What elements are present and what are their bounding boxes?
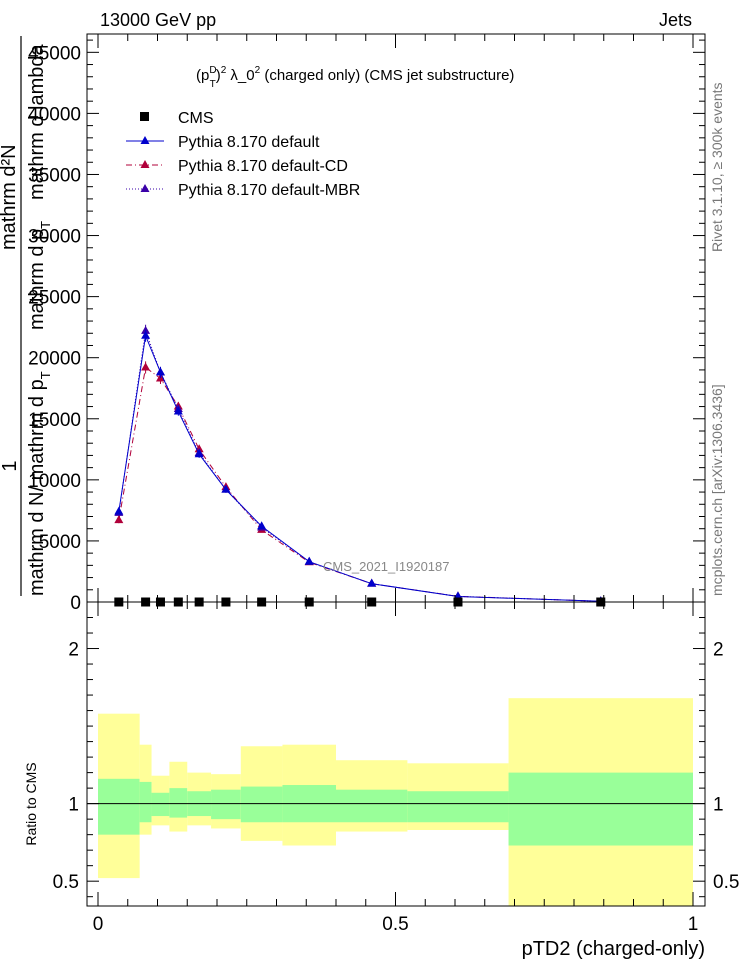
legend-marker-cd — [140, 160, 150, 168]
header-jets: Jets — [659, 10, 692, 30]
legend-label-mbr: Pythia 8.170 default-MBR — [178, 182, 360, 199]
y-tick-label: 35000 — [28, 165, 81, 186]
y-label-denominator: mathrm d N/ mathrm d pT — [26, 371, 53, 596]
legend-marker-default — [140, 136, 150, 144]
series-marker — [221, 484, 231, 493]
y-label-numerator: mathrm d²N — [0, 144, 20, 250]
series-line-3 — [118, 330, 601, 602]
series-marker — [155, 367, 165, 376]
legend-label-default: Pythia 8.170 default — [178, 134, 320, 151]
legend-marker-mbr — [140, 184, 150, 192]
y-label-numerator-3: mathrm d lambda — [26, 44, 48, 200]
series-marker — [367, 578, 377, 587]
ratio-inner-band-bin — [336, 789, 408, 823]
y-tick-label: 25000 — [28, 288, 81, 309]
mcplots-label: mcplots.cern.ch [arXiv:1306.3436] — [709, 384, 725, 596]
x-axis-label: pTD2 (charged-only) — [522, 938, 705, 960]
y-tick-label: 5000 — [39, 532, 81, 553]
main-axes: 0 5000 10000 15000 20000 25000 30000 35000 40000… — [28, 33, 706, 614]
ratio-inner-band-bin — [169, 788, 188, 818]
series-marker — [194, 449, 204, 458]
ratio-y-tick-label-right: 1 — [713, 795, 724, 816]
ratio-inner-band-bin — [240, 786, 283, 823]
series-marker — [257, 521, 267, 530]
ratio-y-tick-label-right: 0.5 — [713, 872, 739, 893]
y-tick-label: 15000 — [28, 410, 81, 431]
y-tick-label: 45000 — [28, 43, 81, 64]
ratio-y-label: Ratio to CMS — [23, 762, 39, 845]
watermark: CMS_2021_I1920187 — [323, 559, 450, 574]
ratio-inner-band-bin — [508, 772, 693, 846]
ratio-y-tick-label-right: 2 — [713, 640, 724, 661]
y-tick-label: 30000 — [28, 227, 81, 248]
main-y-label: 1 mathrm d N/ mathrm d pT mathrm d²N mat… — [0, 36, 53, 596]
x-tick-label: 0 — [93, 914, 104, 935]
ratio-inner-band-bin — [139, 781, 152, 823]
series-marker — [114, 506, 124, 515]
y-label-numerator-2: mathrm d pT — [26, 221, 53, 330]
ratio-y-tick-label-left: 0.5 — [53, 872, 79, 893]
legend: CMS Pythia 8.170 default Pythia 8.170 de… — [126, 110, 360, 199]
legend-label-cd: Pythia 8.170 default-CD — [178, 158, 348, 175]
series-marker — [141, 330, 151, 339]
ratio-y-tick-label-left: 1 — [68, 795, 79, 816]
series-marker — [173, 406, 183, 415]
x-tick-label: 1 — [688, 914, 699, 935]
legend-label-cms: CMS — [178, 110, 214, 127]
series-marker — [114, 515, 124, 524]
legend-marker-cms — [140, 112, 149, 121]
ratio-axes: 0 0.5 1 0.5 0.5 1 1 2 2 — [53, 601, 739, 935]
series-marker — [304, 556, 314, 565]
main-plot-title: (pD T)2 λ_02 (charged only) (CMS jet subs… — [196, 65, 514, 90]
ratio-bands — [87, 698, 705, 906]
y-label-one: 1 — [0, 460, 21, 471]
ratio-inner-band-bin — [98, 778, 140, 835]
rivet-label: Rivet 3.1.10, ≥ 300k events — [709, 82, 725, 252]
y-tick-label: 10000 — [28, 471, 81, 492]
header-energy: 13000 GeV pp — [100, 10, 216, 30]
y-tick-label: 20000 — [28, 349, 81, 370]
series-marker — [141, 362, 151, 371]
ratio-y-tick-label-left: 2 — [68, 640, 79, 661]
y-tick-label: 0 — [70, 593, 81, 614]
ratio-inner-band-bin — [151, 792, 170, 817]
x-tick-label: 0.5 — [382, 914, 408, 935]
ratio-inner-band-bin — [211, 789, 241, 820]
ratio-inner-band-bin — [407, 791, 509, 823]
y-tick-label: 40000 — [28, 104, 81, 125]
